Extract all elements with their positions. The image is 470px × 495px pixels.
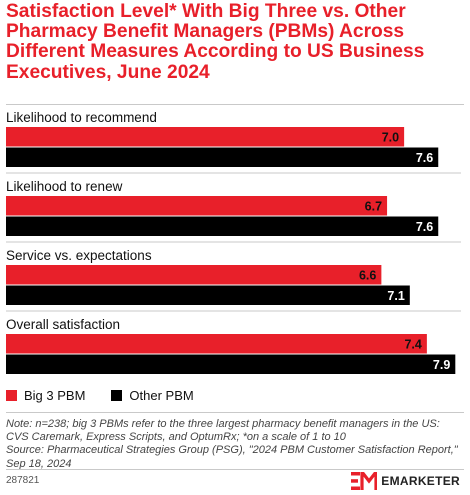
emarketer-wordmark: EMARKETER bbox=[381, 474, 460, 488]
bar-other bbox=[6, 216, 439, 236]
chart-legend: Big 3 PBM Other PBM bbox=[6, 385, 220, 405]
note-text: Note: n=238; big 3 PBMs refer to the thr… bbox=[6, 418, 440, 444]
footer-divider bbox=[6, 412, 464, 413]
bar-other bbox=[6, 147, 439, 167]
legend-item-big3: Big 3 PBM bbox=[6, 388, 85, 403]
category-label: Likelihood to recommend bbox=[6, 110, 157, 125]
legend-label-big3: Big 3 PBM bbox=[24, 387, 86, 403]
bar-big3 bbox=[6, 334, 427, 354]
value-label: 6.7 bbox=[365, 199, 382, 213]
value-label: 7.1 bbox=[387, 289, 404, 303]
bottom-divider bbox=[6, 469, 464, 470]
value-label: 7.4 bbox=[404, 337, 421, 351]
category-label: Service vs. expectations bbox=[6, 248, 152, 263]
bar-big3 bbox=[6, 196, 388, 216]
bar-chart: Likelihood to recommend 7.0 7.6 Likelihood … bbox=[6, 110, 461, 374]
value-label: 7.9 bbox=[433, 358, 450, 372]
category-label: Overall satisfaction bbox=[6, 317, 120, 332]
chart-title: Satisfaction Level* With Big Three vs. O… bbox=[6, 1, 425, 83]
chart-id: 287821 bbox=[6, 475, 40, 486]
value-label: 6.6 bbox=[359, 268, 376, 282]
chart-note: Note: n=238; big 3 PBMs refer to the thr… bbox=[6, 418, 461, 471]
title-divider bbox=[6, 104, 464, 105]
emarketer-logo-icon bbox=[351, 472, 378, 490]
value-label: 7.6 bbox=[416, 151, 433, 165]
legend-swatch-big3 bbox=[6, 389, 17, 401]
bar-big3 bbox=[6, 127, 405, 147]
emarketer-logo: EMARKETER bbox=[351, 472, 460, 490]
legend-item-other: Other PBM bbox=[111, 387, 194, 403]
value-label: 7.0 bbox=[382, 130, 399, 144]
legend-label-other: Other PBM bbox=[129, 387, 194, 403]
bar-big3 bbox=[6, 265, 382, 285]
bar-other bbox=[6, 285, 410, 305]
value-label: 7.6 bbox=[416, 220, 433, 234]
category-label: Likelihood to renew bbox=[6, 179, 123, 194]
bar-other bbox=[6, 354, 456, 374]
legend-swatch-other bbox=[111, 389, 123, 401]
source-text: Source: Pharmaceutical Strategies Group … bbox=[6, 444, 458, 470]
